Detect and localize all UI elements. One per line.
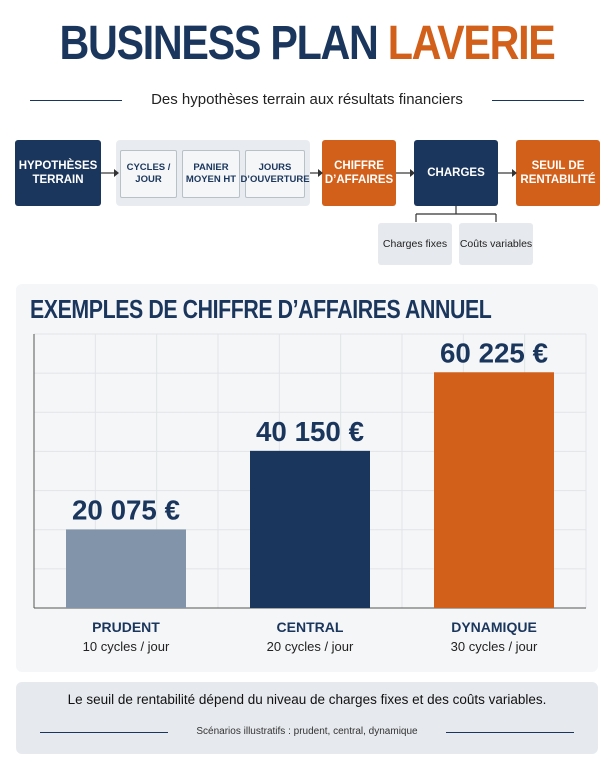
page-title: BUSINESS PLAN LAVERIE xyxy=(43,14,571,74)
category-label: CENTRAL xyxy=(277,619,344,635)
couts-variables-box: Coûts variables xyxy=(459,223,533,265)
charges-fixes-box: Charges fixes xyxy=(378,223,452,265)
title-part-1: BUSINESS PLAN xyxy=(59,17,378,70)
input-cycles-label: CYCLES / JOUR xyxy=(126,162,171,185)
subtitle-rule-left xyxy=(30,100,122,101)
chart-title: EXEMPLES DE CHIFFRE D’AFFAIRES ANNUEL xyxy=(30,294,492,324)
bar-prudent xyxy=(66,529,186,608)
input-jours-box: JOURS D’OUVERTURE xyxy=(240,150,310,198)
footer-rule-right xyxy=(446,732,574,733)
charges-label: CHARGES xyxy=(427,167,485,179)
data-label: 60 225 € xyxy=(440,337,548,368)
input-cycles-box: CYCLES / JOUR xyxy=(120,150,177,198)
footer-rule-left xyxy=(40,732,168,733)
data-label: 40 150 € xyxy=(256,416,364,447)
category-label: PRUDENT xyxy=(92,619,160,635)
arrowhead-2 xyxy=(318,169,323,177)
arrowhead-1 xyxy=(114,169,119,177)
category-sublabel: 20 cycles / jour xyxy=(267,639,354,654)
data-label: 20 075 € xyxy=(72,494,180,525)
couts-variables-label: Coûts variables xyxy=(459,237,533,250)
seuil-label: SEUIL DE RENTABILITÉ xyxy=(520,160,596,186)
subtitle-row: Des hypothèses terrain aux résultats fin… xyxy=(30,88,584,112)
footer-main-text: Le seuil de rentabilité dépend du niveau… xyxy=(67,692,547,707)
charges-fixes-label: Charges fixes xyxy=(382,237,448,250)
arrowhead-3 xyxy=(410,169,415,177)
subtitle: Des hypothèses terrain aux résultats fin… xyxy=(145,91,469,108)
title-part-2: LAVERIE xyxy=(387,17,556,70)
bar-dynamique xyxy=(434,372,554,608)
bar-central xyxy=(250,450,370,608)
footer-panel xyxy=(16,682,598,754)
flow-connectors xyxy=(101,169,517,222)
footer-note-row: Scénarios illustratifs : prudent, centra… xyxy=(40,724,574,740)
input-panier-label: PANIER MOYEN HT xyxy=(185,162,237,185)
hypotheses-label: HYPOTHÈSES TERRAIN xyxy=(18,160,98,186)
ca-label: CHIFFRE D’AFFAIRES xyxy=(324,160,394,186)
hypotheses-box: HYPOTHÈSES TERRAIN xyxy=(15,140,101,206)
category-sublabel: 30 cycles / jour xyxy=(451,639,538,654)
category-label: DYNAMIQUE xyxy=(451,619,537,635)
footer-note: Scénarios illustratifs : prudent, centra… xyxy=(196,726,418,737)
seuil-box: SEUIL DE RENTABILITÉ xyxy=(516,140,600,206)
subtitle-rule-right xyxy=(492,100,584,101)
ca-box: CHIFFRE D’AFFAIRES xyxy=(322,140,396,206)
bar-chart: 20 075 € PRUDENT 10 cycles / jour 40 150 € C… xyxy=(33,333,587,654)
charges-box: CHARGES xyxy=(414,140,498,206)
input-jours-label: JOURS D’OUVERTURE xyxy=(240,162,310,185)
category-sublabel: 10 cycles / jour xyxy=(83,639,170,654)
arrowhead-4 xyxy=(512,169,517,177)
input-panier-box: PANIER MOYEN HT xyxy=(182,150,240,198)
